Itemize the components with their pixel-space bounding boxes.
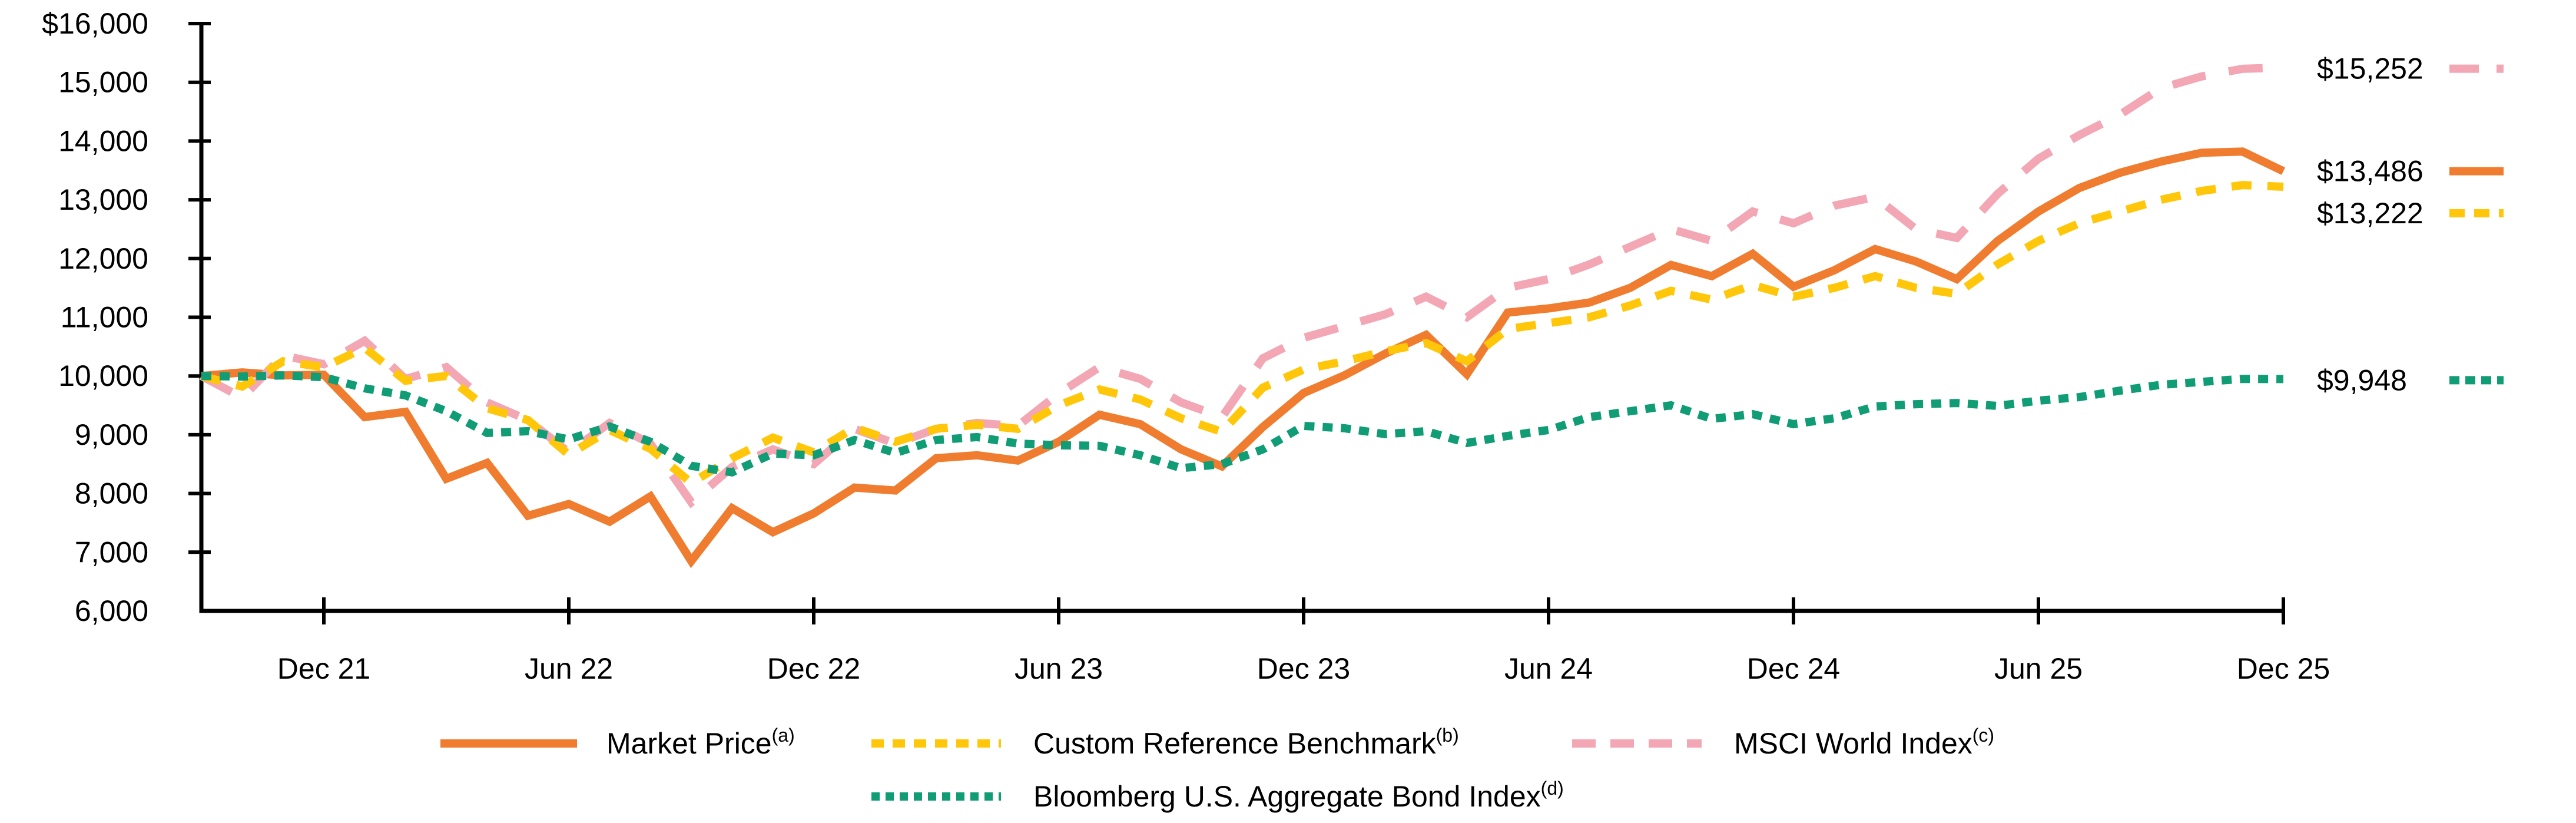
y-axis-label: 10,000 [58, 359, 148, 392]
x-axis-label: Jun 23 [1015, 652, 1103, 685]
y-axis-label: 8,000 [75, 477, 148, 510]
x-axis-label: Jun 24 [1504, 652, 1593, 685]
x-axis-label: Dec 21 [277, 652, 370, 685]
legend-label-market-price: Market Price(a) [606, 725, 795, 760]
y-axis-label: 12,000 [58, 242, 148, 275]
x-axis-label: Dec 23 [1257, 652, 1350, 685]
line-custom-reference-benchmark [200, 181, 2284, 488]
y-axis-label: $16,000 [42, 7, 148, 40]
y-axis-label: 11,000 [61, 301, 148, 334]
x-axis-label: Dec 22 [767, 652, 860, 685]
y-axis-label: 15,000 [58, 66, 148, 99]
y-axis-label: 6,000 [75, 594, 148, 627]
line-bloomberg-us-aggregate-bond-index [201, 371, 2284, 477]
end-value-label-custom-reference-benchmark: $13,222 [2317, 197, 2424, 230]
line-msci-world-index [199, 63, 2284, 508]
y-axis-label: 7,000 [75, 536, 148, 569]
axis-lines [199, 24, 2283, 613]
x-axis-label: Jun 25 [1994, 652, 2083, 685]
y-axis-label: 9,000 [75, 418, 148, 451]
x-axis-label: Jun 22 [525, 652, 613, 685]
legend-label-custom-reference-benchmark: Custom Reference Benchmark(b) [1033, 725, 1459, 760]
x-axis-label: Dec 25 [2237, 652, 2330, 685]
end-value-label-market-price: $13,486 [2317, 155, 2424, 188]
line-market-price [201, 147, 2286, 569]
y-axis-label: 13,000 [58, 183, 148, 216]
end-value-label-bloomberg-us-aggregate-bond-index: $9,948 [2317, 363, 2407, 396]
x-axis-label: Dec 24 [1747, 652, 1840, 685]
y-axis-label: 14,000 [58, 124, 148, 157]
end-value-label-msci-world-index: $15,252 [2317, 52, 2424, 85]
legend-label-bloomberg-us-aggregate-bond-index: Bloomberg U.S. Aggregate Bond Index(d) [1033, 778, 1564, 813]
legend-label-msci-world-index: MSCI World Index(c) [1734, 725, 1994, 760]
